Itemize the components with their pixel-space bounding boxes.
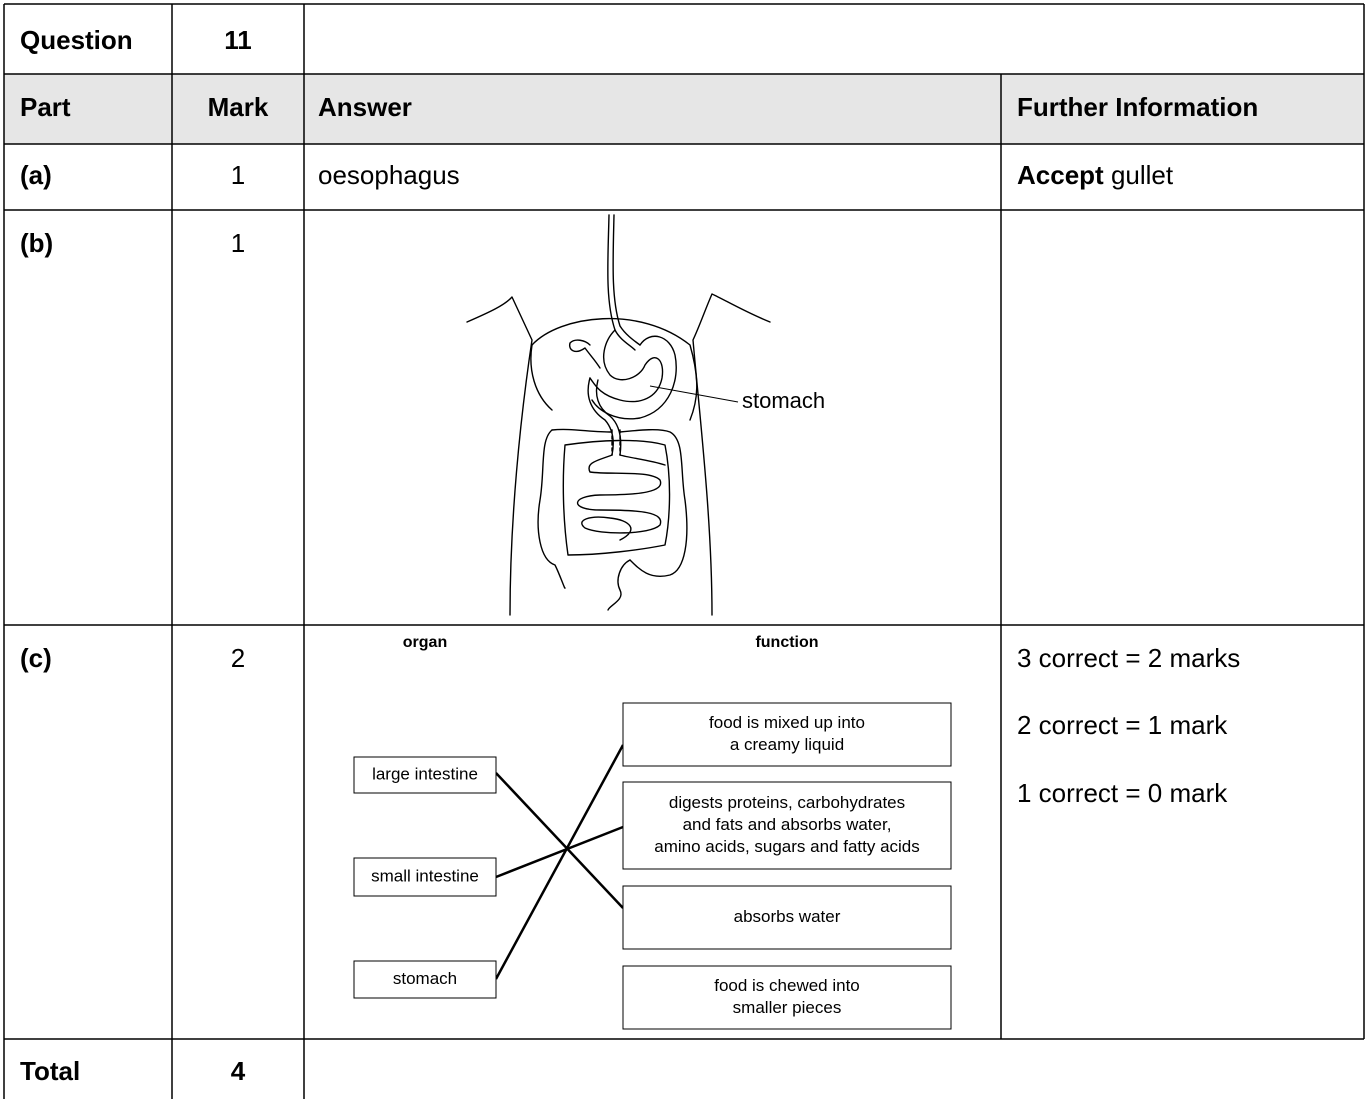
part: (c) [20, 643, 52, 673]
organ: small intestine [371, 866, 479, 885]
function-text: amino acids, sugars and fatty acids [654, 837, 920, 856]
part: (a) [20, 160, 52, 190]
info-line: 3 correct = 2 marks [1017, 643, 1240, 673]
function-box [622, 702, 952, 767]
function-text: smaller pieces [733, 998, 842, 1017]
table-grid [3, 3, 1365, 1099]
organ-box [353, 960, 497, 999]
organ: large intestine [372, 764, 478, 783]
function-text: absorbs water [734, 907, 841, 926]
part: (b) [20, 228, 53, 258]
function-box [622, 965, 952, 1030]
organ-box [353, 756, 497, 794]
answer: oesophagus [318, 160, 460, 190]
diagram-label: stomach [742, 388, 825, 413]
matching-exercise: large intestine small intestine stomach foo… [353, 702, 952, 1030]
total-mark: 4 [231, 1056, 246, 1086]
organ-box [353, 857, 497, 897]
function-text: digests proteins, carbohydrates [669, 793, 905, 812]
function-text: food is chewed into [714, 976, 860, 995]
info-bold: Accept [1017, 160, 1104, 190]
mark: 1 [231, 160, 245, 190]
question-number: 11 [224, 25, 252, 55]
info-text: gullet [1111, 160, 1174, 190]
column-header: Part [20, 92, 71, 122]
organ: stomach [393, 969, 457, 988]
function-box [622, 781, 952, 870]
column-header: Mark [208, 92, 269, 122]
header-background [4, 74, 1364, 144]
label-line [649, 385, 739, 403]
column-header: Further Information [1017, 92, 1258, 122]
total-label: Total [20, 1056, 80, 1086]
match-line [495, 825, 624, 879]
further-info: Accept gullet [1017, 160, 1174, 190]
question-label: Question [20, 25, 133, 55]
function-text: food is mixed up into [709, 713, 865, 732]
match-line [494, 744, 625, 980]
info-line: 1 correct = 0 mark [1017, 778, 1228, 808]
function-box [622, 885, 952, 950]
mark: 1 [231, 228, 245, 258]
match-line [495, 772, 624, 909]
mark: 2 [231, 643, 245, 673]
function-text: a creamy liquid [730, 735, 844, 754]
function-heading: function [755, 634, 818, 651]
digestive-system-diagram [466, 214, 771, 616]
function-text: and fats and absorbs water, [683, 815, 892, 834]
column-header: Answer [318, 92, 412, 122]
organ-heading: organ [403, 634, 447, 651]
info-line: 2 correct = 1 mark [1017, 710, 1228, 740]
